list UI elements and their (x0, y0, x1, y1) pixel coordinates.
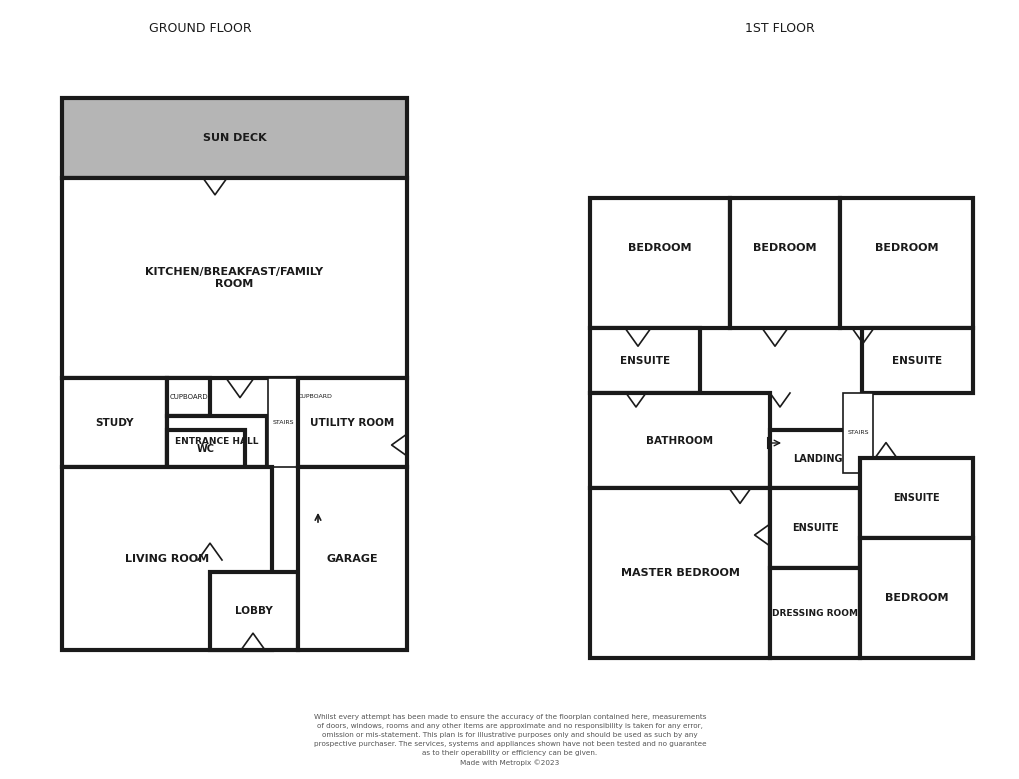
Text: BEDROOM: BEDROOM (628, 243, 691, 253)
Bar (589, 198, 730, 328)
Bar (769, 430, 864, 488)
Text: CUPBOARD: CUPBOARD (169, 394, 208, 400)
Text: DRESSING ROOM: DRESSING ROOM (771, 608, 857, 618)
Text: ENTRANCE HALL: ENTRANCE HALL (175, 437, 259, 446)
Bar (167, 378, 210, 416)
Text: CUPBOARD: CUPBOARD (298, 394, 332, 400)
Bar (298, 467, 407, 650)
Bar (769, 488, 859, 568)
Bar (62, 98, 407, 178)
Bar (298, 378, 332, 416)
Text: BEDROOM: BEDROOM (883, 593, 948, 603)
Text: LOBBY: LOBBY (235, 606, 273, 616)
Text: STAIRS: STAIRS (272, 420, 293, 425)
Bar (62, 378, 167, 467)
Text: BATHROOM: BATHROOM (646, 435, 713, 446)
Text: UTILITY ROOM: UTILITY ROOM (310, 418, 394, 428)
Bar (730, 198, 840, 328)
Bar (861, 328, 972, 393)
Bar (589, 328, 699, 393)
Bar (62, 178, 407, 378)
Bar (62, 467, 272, 650)
Text: BEDROOM: BEDROOM (874, 243, 937, 253)
Bar (859, 458, 972, 538)
Text: LIVING ROOM: LIVING ROOM (124, 554, 209, 563)
Text: BEDROOM: BEDROOM (752, 243, 816, 253)
Bar (268, 378, 298, 467)
Text: LANDING: LANDING (792, 454, 842, 464)
Bar (298, 378, 407, 467)
Text: ENSUITE: ENSUITE (791, 523, 838, 533)
Text: WC: WC (197, 443, 215, 453)
Text: 1ST FLOOR: 1ST FLOOR (745, 22, 814, 34)
Text: GROUND FLOOR: GROUND FLOOR (149, 22, 251, 34)
Bar (167, 430, 245, 467)
Text: SUN DECK: SUN DECK (203, 133, 266, 143)
Text: ENSUITE: ENSUITE (620, 355, 669, 365)
Bar (769, 568, 859, 658)
Bar (210, 572, 298, 650)
Bar (589, 393, 769, 488)
Text: MASTER BEDROOM: MASTER BEDROOM (620, 568, 739, 578)
Bar (842, 393, 872, 473)
Text: ENSUITE: ENSUITE (892, 355, 942, 365)
Text: ENSUITE: ENSUITE (893, 493, 938, 503)
Text: Whilst every attempt has been made to ensure the accuracy of the floorplan conta: Whilst every attempt has been made to en… (314, 714, 705, 766)
Text: KITCHEN/BREAKFAST/FAMILY
ROOM: KITCHEN/BREAKFAST/FAMILY ROOM (146, 267, 323, 289)
Bar (589, 488, 769, 658)
Bar (167, 416, 267, 467)
Text: STAIRS: STAIRS (847, 431, 868, 435)
Text: GARAGE: GARAGE (326, 554, 378, 563)
Text: STUDY: STUDY (95, 418, 133, 428)
Bar (859, 538, 972, 658)
Bar (840, 198, 972, 328)
